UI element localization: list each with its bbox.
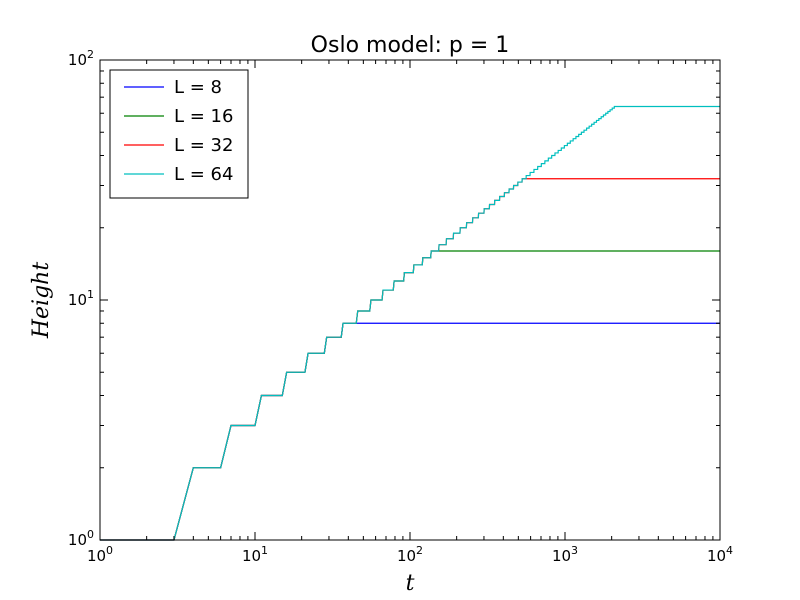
y-tick-label: 102 bbox=[68, 48, 94, 69]
y-tick-exponent: 1 bbox=[87, 288, 94, 301]
series-layer bbox=[100, 105, 720, 541]
y-tick-exponent: 0 bbox=[87, 528, 94, 541]
x-tick-label: 103 bbox=[552, 544, 578, 565]
x-tick-exponent: 3 bbox=[571, 544, 578, 557]
x-tick-base: 10 bbox=[87, 547, 106, 565]
legend-label-4: L = 64 bbox=[174, 164, 233, 185]
legend: L = 8 L = 16 L = 32 L = 64 bbox=[109, 69, 249, 199]
x-tick-label: 102 bbox=[397, 544, 423, 565]
y-tick-base: 10 bbox=[68, 291, 87, 309]
x-tick-exponent: 1 bbox=[261, 544, 268, 557]
legend-label-3: L = 32 bbox=[174, 135, 233, 156]
y-tick-label: 101 bbox=[68, 288, 94, 309]
x-tick-label: 101 bbox=[242, 544, 268, 565]
x-tick-base: 10 bbox=[707, 547, 726, 565]
x-tick-exponent: 0 bbox=[106, 544, 113, 557]
y-tick-base: 10 bbox=[68, 51, 87, 69]
y-tick-label: 100 bbox=[68, 528, 94, 549]
series-line-4 bbox=[100, 105, 720, 541]
x-tick-base: 10 bbox=[552, 547, 571, 565]
y-tick-base: 10 bbox=[68, 531, 87, 549]
series-line-1 bbox=[100, 322, 720, 541]
x-axis-label: t bbox=[406, 571, 415, 596]
x-tick-exponent: 2 bbox=[416, 544, 423, 557]
legend-label-2: L = 16 bbox=[174, 106, 233, 127]
x-tick-base: 10 bbox=[397, 547, 416, 565]
x-tick-exponent: 4 bbox=[726, 544, 733, 557]
series-line-2 bbox=[100, 250, 720, 541]
y-axis-label: Height bbox=[29, 262, 54, 339]
chart-title: Oslo model: p = 1 bbox=[311, 33, 510, 58]
x-tick-label: 100 bbox=[87, 544, 113, 565]
x-tick-base: 10 bbox=[242, 547, 261, 565]
x-tick-label: 104 bbox=[707, 544, 733, 565]
series-line-3 bbox=[100, 178, 720, 541]
legend-label-1: L = 8 bbox=[174, 77, 222, 98]
legend-box bbox=[109, 69, 249, 199]
y-tick-exponent: 2 bbox=[87, 48, 94, 61]
